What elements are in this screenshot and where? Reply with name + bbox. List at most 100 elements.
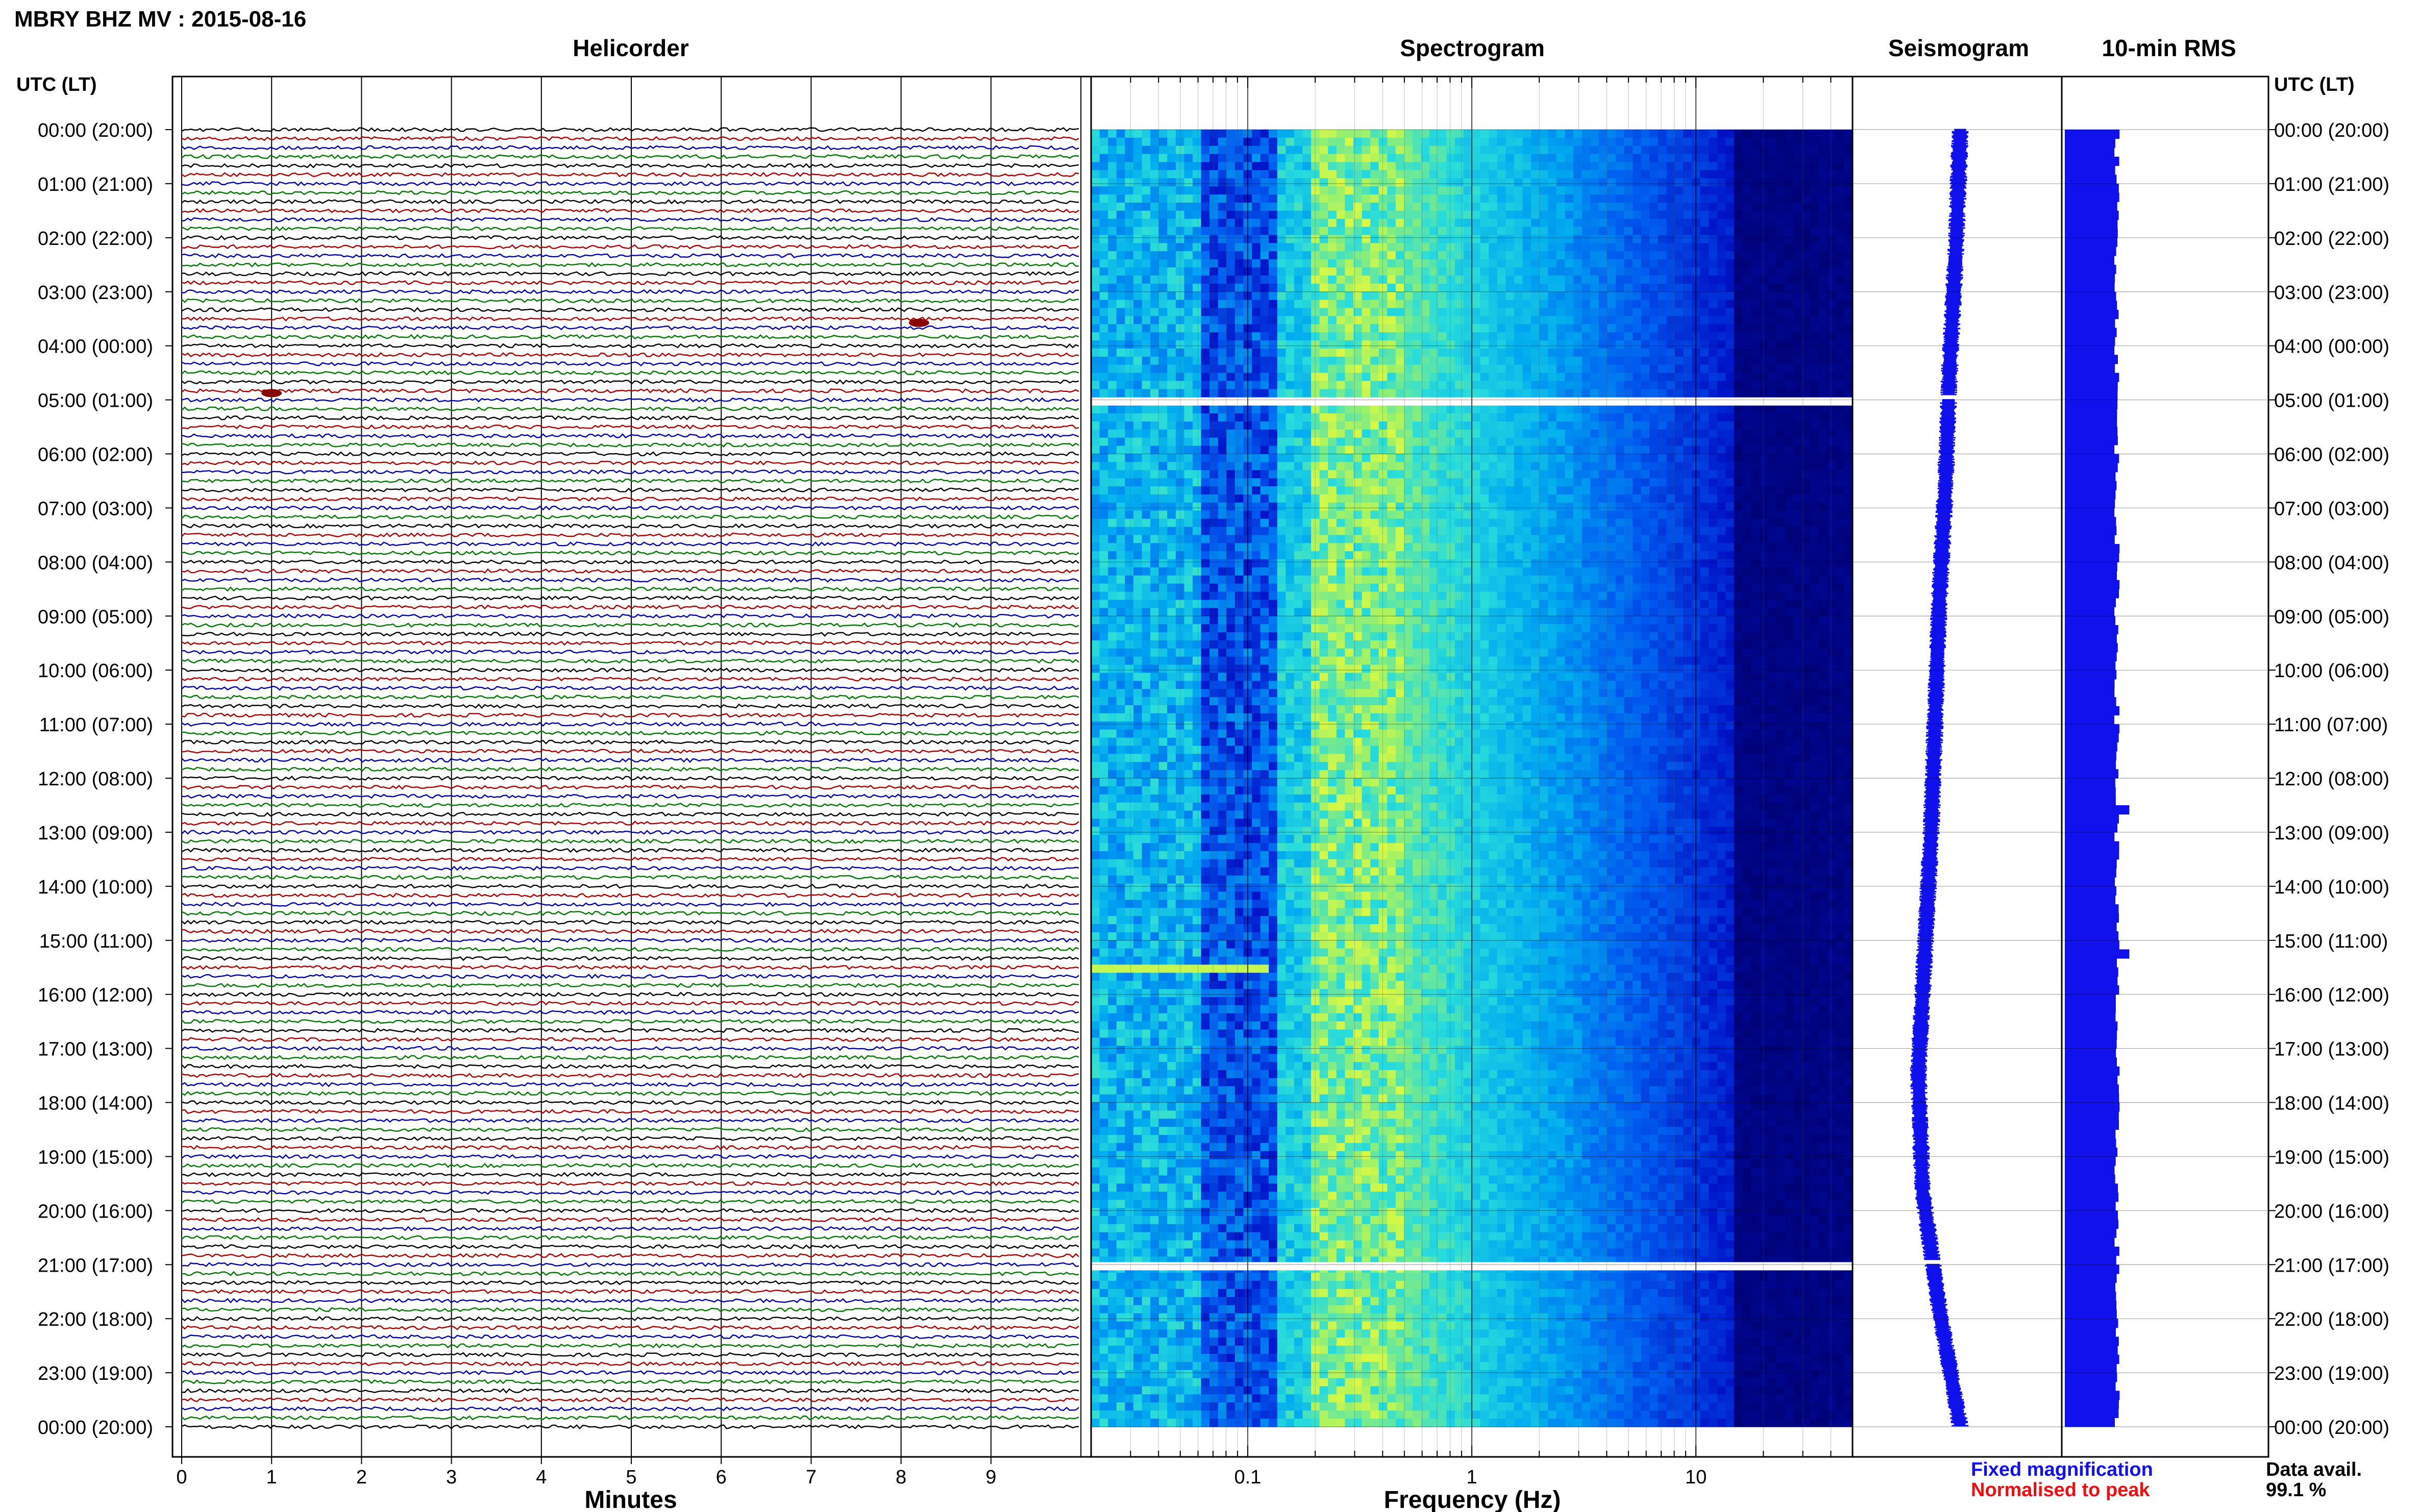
spectrogram-cell bbox=[1311, 510, 1320, 519]
spectrogram-cell bbox=[1641, 527, 1650, 535]
spectrogram-cell bbox=[1184, 324, 1193, 333]
spectrogram-cell bbox=[1607, 218, 1616, 228]
spectrogram-cell bbox=[1776, 291, 1785, 301]
spectrogram-cell bbox=[1725, 218, 1735, 228]
spectrogram-cell bbox=[1328, 170, 1337, 179]
spectrogram-cell bbox=[1302, 454, 1312, 462]
spectrogram-cell bbox=[1175, 145, 1184, 155]
spectrogram-cell bbox=[1480, 373, 1489, 382]
spectrogram-cell bbox=[1624, 470, 1633, 479]
spectrogram-cell bbox=[1734, 130, 1743, 138]
spectrogram-cell bbox=[1438, 218, 1447, 228]
spectrogram-cell bbox=[1370, 535, 1379, 543]
spectrogram-cell bbox=[1395, 535, 1404, 543]
spectrogram-cell bbox=[1353, 137, 1363, 146]
spectrogram-cell bbox=[1548, 162, 1557, 171]
spectrogram-cell bbox=[1582, 429, 1591, 438]
spectrogram-cell bbox=[1835, 535, 1844, 543]
spectrogram-cell bbox=[1522, 543, 1532, 552]
spectrogram-cell bbox=[1674, 437, 1684, 447]
spectrogram-cell bbox=[1497, 478, 1506, 487]
spectrogram-cell bbox=[1286, 308, 1295, 316]
spectrogram-cell bbox=[1395, 130, 1404, 138]
spectrogram-cell bbox=[1099, 535, 1108, 543]
spectrogram-cell bbox=[1768, 518, 1777, 528]
spectrogram-cell bbox=[1633, 470, 1642, 479]
spectrogram-cell bbox=[1742, 316, 1751, 325]
spectrogram-cell bbox=[1277, 437, 1286, 447]
spectrogram-cell bbox=[1252, 494, 1261, 503]
spectrogram-cell bbox=[1192, 364, 1202, 374]
spectrogram-cell bbox=[1387, 559, 1396, 568]
spectrogram-cell bbox=[1666, 405, 1675, 414]
spectrogram-cell bbox=[1548, 462, 1557, 470]
spectrogram-cell bbox=[1362, 251, 1371, 260]
spectrogram-cell bbox=[1742, 203, 1751, 211]
spectrogram-cell bbox=[1454, 535, 1464, 543]
spectrogram-cell bbox=[1260, 235, 1269, 243]
spectrogram-cell bbox=[1725, 422, 1735, 430]
spectrogram-cell bbox=[1793, 203, 1803, 211]
spectrogram-cell bbox=[1674, 332, 1684, 341]
spectrogram-cell bbox=[1514, 324, 1523, 333]
spectrogram-cell bbox=[1641, 349, 1650, 357]
spectrogram-cell bbox=[1751, 462, 1760, 470]
spectrogram-cell bbox=[1835, 405, 1844, 414]
spectrogram-cell bbox=[1142, 251, 1151, 260]
spectrogram-cell bbox=[1413, 413, 1422, 422]
spectrogram-cell bbox=[1793, 454, 1803, 462]
spectrogram-cell bbox=[1700, 324, 1709, 333]
spectrogram-cell bbox=[1150, 300, 1159, 309]
spectrogram-cell bbox=[1218, 445, 1227, 455]
spectrogram-cell bbox=[1539, 429, 1548, 438]
spectrogram-cell bbox=[1649, 340, 1659, 349]
helicorder-trace bbox=[181, 433, 1079, 439]
spectrogram-cell bbox=[1633, 308, 1642, 316]
spectrogram-cell bbox=[1387, 251, 1396, 260]
spectrogram-cell bbox=[1454, 502, 1464, 511]
spectrogram-cell bbox=[1709, 445, 1718, 455]
spectrogram-cell bbox=[1607, 486, 1616, 495]
spectrogram-cell bbox=[1116, 210, 1125, 219]
spectrogram-cell bbox=[1505, 154, 1515, 163]
spectrogram-cell bbox=[1785, 130, 1794, 138]
spectrogram-cell bbox=[1269, 470, 1278, 479]
spectrogram-cell bbox=[1751, 235, 1760, 243]
spectrogram-cell bbox=[1133, 218, 1143, 228]
spectrogram-cell bbox=[1734, 243, 1743, 252]
spectrogram-cell bbox=[1099, 364, 1108, 374]
spectrogram-cell bbox=[1548, 259, 1557, 268]
spectrogram-cell bbox=[1404, 218, 1413, 228]
spectrogram-cell bbox=[1328, 154, 1337, 163]
spectrogram-cell bbox=[1116, 291, 1125, 301]
spectrogram-cell bbox=[1142, 349, 1151, 357]
spectrogram-cell bbox=[1345, 251, 1354, 260]
spectrogram-cell bbox=[1759, 373, 1768, 382]
spectrogram-cell bbox=[1497, 145, 1506, 155]
spectrogram-cell bbox=[1269, 154, 1278, 163]
spectrogram-cell bbox=[1150, 510, 1159, 519]
spectrogram-cell bbox=[1793, 445, 1803, 455]
spectrogram-cell bbox=[1497, 243, 1506, 252]
spectrogram-cell bbox=[1818, 445, 1828, 455]
spectrogram-cell bbox=[1429, 381, 1439, 389]
spectrogram-cell bbox=[1776, 389, 1785, 398]
spectrogram-cell bbox=[1370, 470, 1379, 479]
spectrogram-cell bbox=[1514, 413, 1523, 422]
spectrogram-cell bbox=[1099, 445, 1108, 455]
spectrogram-cell bbox=[1480, 194, 1489, 203]
spectrogram-cell bbox=[1362, 405, 1371, 414]
spectrogram-cell bbox=[1345, 543, 1354, 552]
spectrogram-cell bbox=[1099, 486, 1108, 495]
spectrogram-cell bbox=[1362, 316, 1371, 325]
spectrogram-cell bbox=[1421, 373, 1430, 382]
spectrogram-cell bbox=[1184, 227, 1193, 236]
spectrogram-cell bbox=[1514, 510, 1523, 519]
spectrogram-cell bbox=[1142, 267, 1151, 276]
spectrogram-cell bbox=[1556, 203, 1565, 211]
spectrogram-cell bbox=[1260, 518, 1269, 528]
spectrogram-cell bbox=[1548, 364, 1557, 374]
spectrogram-cell bbox=[1286, 462, 1295, 470]
spectrogram-cell bbox=[1700, 454, 1709, 462]
spectrogram-cell bbox=[1091, 137, 1100, 146]
